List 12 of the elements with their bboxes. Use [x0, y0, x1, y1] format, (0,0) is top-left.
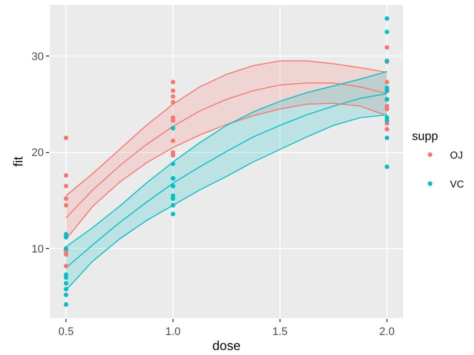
y-tick-label: 30 — [32, 50, 44, 63]
legend-label: VC — [450, 180, 464, 190]
y-axis-title: fit — [10, 156, 26, 167]
legend-title: supp — [412, 129, 438, 144]
x-tick-label: 1.0 — [165, 326, 181, 338]
x-tick-label: 0.5 — [58, 326, 74, 338]
x-tick-label: 1.5 — [272, 326, 288, 338]
y-tick-label: 20 — [32, 147, 44, 160]
y-tick-label: 10 — [32, 244, 44, 256]
x-axis-title: dose — [212, 338, 241, 353]
x-tick-label: 2.0 — [379, 326, 395, 338]
legend-label: OJ — [450, 150, 463, 162]
